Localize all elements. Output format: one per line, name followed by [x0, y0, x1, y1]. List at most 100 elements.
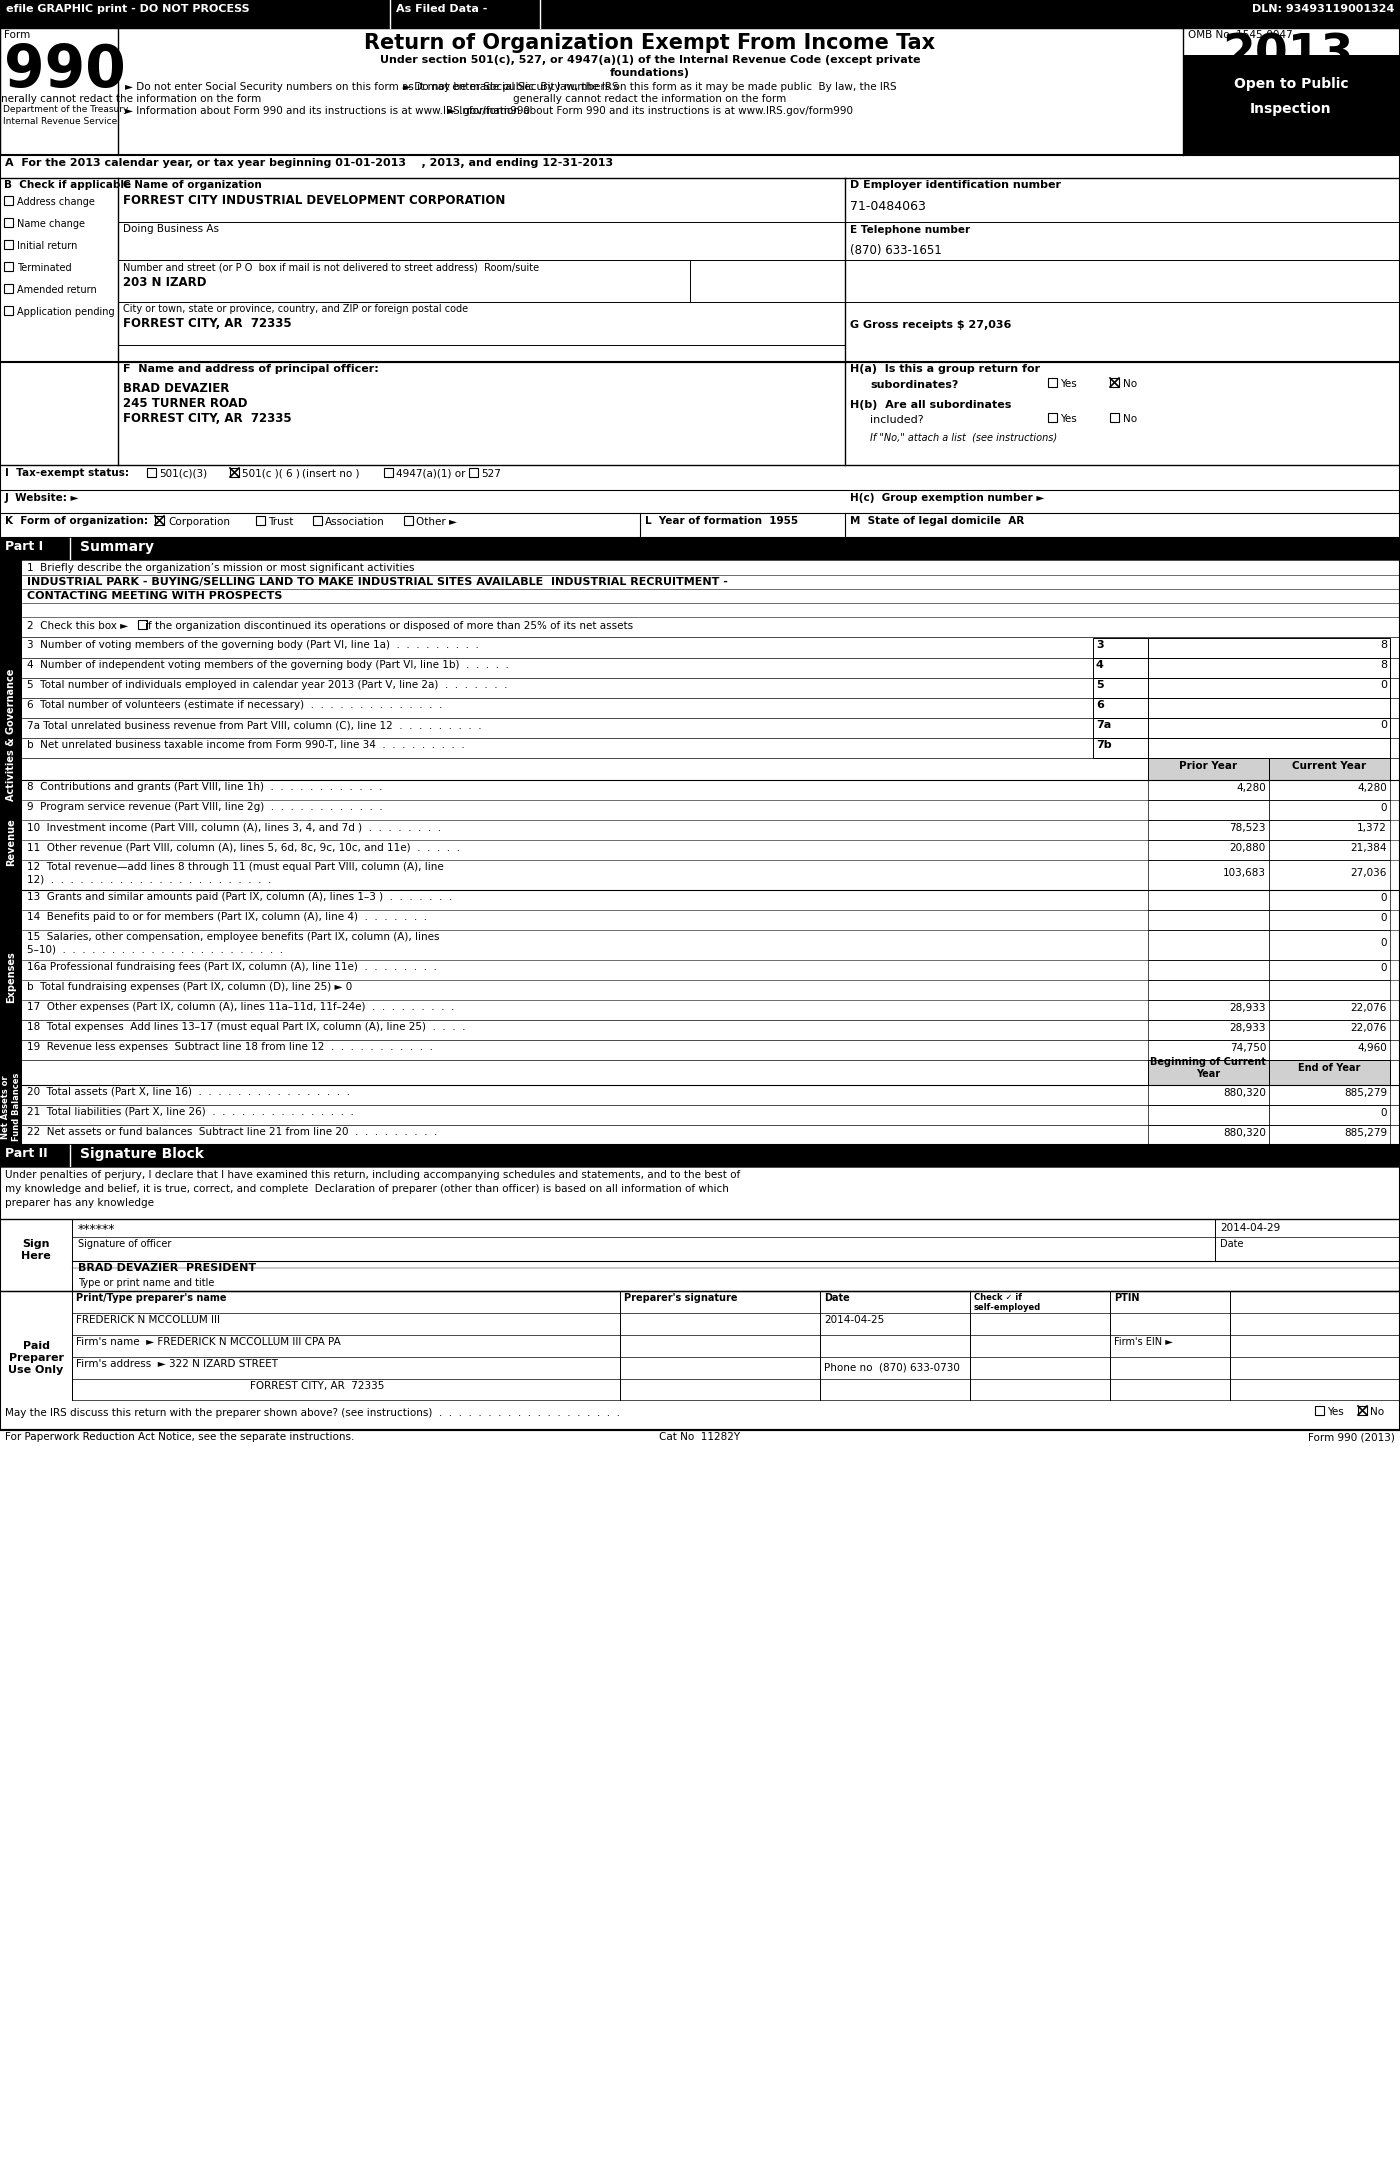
Text: 3  Number of voting members of the governing body (Part VI, line 1a)  .  .  .  .: 3 Number of voting members of the govern… [27, 641, 479, 649]
Text: 1  Briefly describe the organization’s mission or most significant activities: 1 Briefly describe the organization’s mi… [27, 563, 414, 573]
Bar [1148, 1019, 1268, 1041]
Text: 5–10)  .  .  .  .  .  .  .  .  .  .  .  .  .  .  .  .  .  .  .  .  .  .  .: 5–10) . . . . . . . . . . . . . . . . . … [27, 944, 283, 954]
Text: FREDERICK N MCCOLLUM III: FREDERICK N MCCOLLUM III [76, 1316, 220, 1324]
Text: Yes: Yes [1060, 379, 1077, 390]
Bar [0, 513, 1400, 539]
Bar [1148, 911, 1268, 931]
Text: 4,280: 4,280 [1236, 783, 1266, 792]
Bar [0, 465, 1400, 489]
Bar [1148, 1060, 1268, 1084]
Text: (870) 633-1651: (870) 633-1651 [850, 245, 942, 258]
Text: C Name of organization: C Name of organization [123, 180, 262, 190]
Bar [1148, 1084, 1268, 1106]
Text: Part II: Part II [6, 1147, 48, 1160]
Text: 20,880: 20,880 [1229, 844, 1266, 853]
Text: Form 990 (2013): Form 990 (2013) [1308, 1433, 1394, 1441]
Text: Print/Type preparer's name: Print/Type preparer's name [76, 1294, 227, 1303]
Text: Doing Business As: Doing Business As [123, 225, 218, 234]
Bar [1049, 413, 1057, 422]
Text: K  Form of organization:: K Form of organization: [6, 515, 148, 526]
Text: FORREST CITY INDUSTRIAL DEVELOPMENT CORPORATION: FORREST CITY INDUSTRIAL DEVELOPMENT CORP… [123, 195, 505, 208]
Bar [314, 515, 322, 526]
Text: generally cannot redact the information on the form: generally cannot redact the information … [514, 93, 787, 104]
Text: generally cannot redact the information on the form: generally cannot redact the information … [0, 93, 262, 104]
Bar [0, 1145, 1400, 1166]
Text: No: No [1371, 1407, 1385, 1417]
Text: 203 N IZARD: 203 N IZARD [123, 277, 207, 290]
Text: Department of the Treasury: Department of the Treasury [3, 106, 129, 115]
Bar [1148, 738, 1390, 757]
Bar [1148, 1041, 1268, 1060]
Text: 2013: 2013 [1222, 32, 1354, 78]
Text: 21,384: 21,384 [1351, 844, 1387, 853]
Text: Under section 501(c), 527, or 4947(a)(1) of the Internal Revenue Code (except pr: Under section 501(c), 527, or 4947(a)(1)… [379, 54, 920, 65]
Text: 7a Total unrelated business revenue from Part VIII, column (C), line 12  .  .  .: 7a Total unrelated business revenue from… [27, 721, 482, 729]
Text: Phone no  (870) 633-0730: Phone no (870) 633-0730 [825, 1363, 960, 1372]
Text: 20  Total assets (Part X, line 16)  .  .  .  .  .  .  .  .  .  .  .  .  .  .  . : 20 Total assets (Part X, line 16) . . . … [27, 1086, 350, 1097]
Text: Return of Organization Exempt From Income Tax: Return of Organization Exempt From Incom… [364, 32, 935, 52]
Text: 28,933: 28,933 [1229, 1002, 1266, 1013]
Text: 19  Revenue less expenses  Subtract line 18 from line 12  .  .  .  .  .  .  .  .: 19 Revenue less expenses Subtract line 1… [27, 1043, 433, 1052]
Bar [147, 467, 155, 476]
Text: 6: 6 [1096, 699, 1103, 710]
Text: Firm's name  ► FREDERICK N MCCOLLUM III CPA PA: Firm's name ► FREDERICK N MCCOLLUM III C… [76, 1337, 340, 1346]
Text: 17  Other expenses (Part IX, column (A), lines 11a–11d, 11f–24e)  .  .  .  .  . : 17 Other expenses (Part IX, column (A), … [27, 1002, 455, 1013]
Text: Initial return: Initial return [17, 240, 77, 251]
Bar [1268, 1106, 1390, 1125]
Text: 527: 527 [482, 470, 501, 478]
Bar [1268, 840, 1390, 859]
Bar [1148, 757, 1268, 779]
Bar [0, 0, 1400, 28]
Text: No: No [1123, 413, 1137, 424]
Text: 78,523: 78,523 [1229, 822, 1266, 833]
Bar [1093, 638, 1148, 658]
Bar [4, 283, 13, 292]
Text: Cat No  11282Y: Cat No 11282Y [659, 1433, 741, 1441]
Bar [118, 177, 846, 361]
Text: 0: 0 [1380, 894, 1387, 902]
Text: BRAD DEVAZIER: BRAD DEVAZIER [123, 383, 230, 396]
Text: 4: 4 [1096, 660, 1103, 671]
Text: b  Total fundraising expenses (Part IX, column (D), line 25) ► 0: b Total fundraising expenses (Part IX, c… [27, 982, 353, 991]
Text: 0: 0 [1380, 963, 1387, 974]
Text: my knowledge and belief, it is true, correct, and complete  Declaration of prepa: my knowledge and belief, it is true, cor… [6, 1184, 729, 1195]
Text: 27,036: 27,036 [1351, 868, 1387, 879]
Text: Beginning of Current
Year: Beginning of Current Year [1149, 1058, 1266, 1080]
Bar [1315, 1407, 1324, 1415]
Text: Paid
Preparer
Use Only: Paid Preparer Use Only [8, 1342, 63, 1374]
Text: A  For the 2013 calendar year, or tax year beginning 01-01-2013    , 2013, and e: A For the 2013 calendar year, or tax yea… [6, 158, 613, 169]
Text: Date: Date [1219, 1240, 1243, 1249]
Bar [118, 361, 846, 383]
Bar [155, 515, 164, 526]
Bar [1093, 738, 1148, 757]
Text: J  Website: ►: J Website: ► [6, 493, 80, 502]
Bar [0, 177, 118, 361]
Bar [1093, 718, 1148, 738]
Bar [0, 1218, 71, 1309]
Text: Other ►: Other ► [416, 517, 456, 528]
Bar [1268, 1125, 1390, 1145]
Bar [846, 361, 1400, 383]
Text: 5  Total number of individuals employed in calendar year 2013 (Part V, line 2a) : 5 Total number of individuals employed i… [27, 679, 507, 690]
Text: Name change: Name change [17, 219, 85, 229]
Text: Yes: Yes [1327, 1407, 1344, 1417]
Text: I  Tax-exempt status:: I Tax-exempt status: [6, 467, 129, 478]
Bar [1268, 911, 1390, 931]
Text: ► Do not enter Social Security numbers on this form as it may be made public  By: ► Do not enter Social Security numbers o… [125, 82, 619, 93]
Bar [1358, 1407, 1366, 1415]
Bar [0, 889, 22, 1065]
Text: 14  Benefits paid to or for members (Part IX, column (A), line 4)  .  .  .  .  .: 14 Benefits paid to or for members (Part… [27, 911, 427, 922]
Bar [1148, 638, 1390, 658]
Text: Number and street (or P O  box if mail is not delivered to street address)  Room: Number and street (or P O box if mail is… [123, 264, 539, 273]
Text: 0: 0 [1380, 1108, 1387, 1119]
Text: FORREST CITY, AR  72335: FORREST CITY, AR 72335 [123, 411, 291, 424]
Bar [1268, 801, 1390, 820]
Text: May the IRS discuss this return with the preparer shown above? (see instructions: May the IRS discuss this return with the… [6, 1409, 620, 1417]
Bar [1148, 1106, 1268, 1125]
Text: Part I: Part I [6, 541, 43, 554]
Bar [1148, 779, 1268, 801]
Text: 9  Program service revenue (Part VIII, line 2g)  .  .  .  .  .  .  .  .  .  .  .: 9 Program service revenue (Part VIII, li… [27, 803, 382, 812]
Bar [0, 1400, 1400, 1430]
Text: 8: 8 [1380, 641, 1387, 649]
Bar [1148, 931, 1268, 961]
